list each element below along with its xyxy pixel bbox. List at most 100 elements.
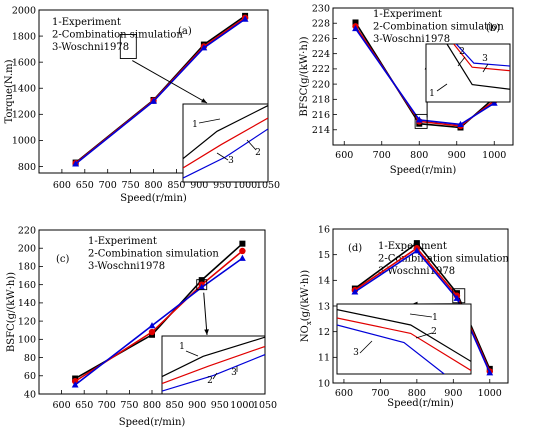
legend-entry-2: 2-Combination simulation xyxy=(378,254,509,265)
inset-leader-1 xyxy=(198,118,221,124)
y-axis-label: Torque(N.m) xyxy=(4,59,15,123)
inset-label-3: 3 xyxy=(353,348,359,358)
y-tick-label: 100 xyxy=(18,335,36,346)
inset-leader-3 xyxy=(359,340,373,354)
y-tick-label: 12 xyxy=(318,327,330,338)
inset-leader-2 xyxy=(212,372,218,380)
marker-triangle xyxy=(198,283,206,290)
inset-frame xyxy=(425,43,511,103)
series-line-2 xyxy=(74,250,243,382)
inset-series-line-2 xyxy=(183,117,268,169)
x-tick-label: 1000 xyxy=(478,388,502,399)
zoom-inset: 1 2 3 xyxy=(336,303,472,375)
inset-frame xyxy=(336,303,472,375)
x-tick-label: 950 xyxy=(211,400,229,411)
y-tick-label: 214 xyxy=(312,125,330,136)
y-tick-label: 226 xyxy=(312,34,330,45)
x-tick-label: 600 xyxy=(335,150,353,161)
y-tick-label: 220 xyxy=(312,79,330,90)
legend-entry-1: 1-Experiment xyxy=(88,236,157,247)
zoom-box xyxy=(452,288,466,304)
x-tick-label: 1050 xyxy=(253,400,277,411)
marker-triangle xyxy=(150,97,157,104)
y-tick-label: 14 xyxy=(318,276,330,287)
inset-leader-1 xyxy=(409,313,433,318)
x-tick-label: 900 xyxy=(444,388,462,399)
inset-leader-2 xyxy=(415,332,433,339)
inset-series-line-3 xyxy=(337,324,445,374)
y-tick-label: 1200 xyxy=(12,110,36,121)
inset-label-2: 2 xyxy=(459,47,465,57)
inset-series-line-2 xyxy=(162,345,265,385)
x-tick-label: 700 xyxy=(373,150,391,161)
y-axis-label: BFSC(g/(kW·h)) xyxy=(299,36,310,116)
x-axis-label: Speed(r/min) xyxy=(387,398,454,409)
inset-series-line-2 xyxy=(453,44,510,72)
marker-triangle xyxy=(200,44,208,51)
panel-label: (a) xyxy=(178,26,192,37)
legend-entry-3: 3-Woschni1978 xyxy=(88,261,165,272)
y-axis-label: BSFC(g/(kW·h)) xyxy=(6,272,17,352)
y-tick-label: 60 xyxy=(24,371,36,382)
y-tick-label: 2000 xyxy=(12,5,36,16)
marker-triangle xyxy=(351,288,359,295)
x-tick-label: 1000 xyxy=(482,150,506,161)
legend-entry-2: 2-Combination simulation xyxy=(88,249,219,260)
chart-panel-1: 600 650 700 750 800 850 900 950 1000105080010001… xyxy=(4,5,280,204)
inset-leader-2 xyxy=(457,56,466,67)
panel-label: (b) xyxy=(486,23,500,34)
x-tick-label: 900 xyxy=(188,400,206,411)
marker-triangle xyxy=(148,322,156,329)
x-axis-label: Speed(r/min) xyxy=(390,165,457,176)
inset-lines xyxy=(337,309,471,374)
legend-entry-1: 1-Experiment xyxy=(373,9,442,20)
zoom-box xyxy=(414,113,428,129)
inset-lines xyxy=(183,105,268,179)
legend-entry-2: 2-Combination simulation xyxy=(52,30,183,41)
inset-leader-3 xyxy=(216,152,229,161)
marker-triangle xyxy=(239,254,246,261)
inset-label-2: 2 xyxy=(207,376,213,386)
y-tick-label: 160 xyxy=(18,280,36,291)
y-tick-label: 80 xyxy=(24,353,36,364)
series-line-3 xyxy=(75,18,246,165)
legend-entry-3: 3-Woschni1978 xyxy=(373,34,450,45)
zoom-arrow-head xyxy=(201,98,207,103)
x-tick-label: 650 xyxy=(75,400,93,411)
y-tick-label: 15 xyxy=(318,250,330,261)
zoom-inset: 1 2 3 xyxy=(161,335,266,395)
marker-triangle xyxy=(453,294,461,301)
inset-frame xyxy=(182,103,269,183)
zoom-arrow xyxy=(203,292,208,336)
y-axis-label-main: NO xyxy=(300,325,311,342)
y-tick-label: 220 xyxy=(18,225,36,236)
marker-square xyxy=(413,240,420,247)
y-tick-label: 1000 xyxy=(12,136,36,147)
x-tick-label: 1000 xyxy=(233,180,257,191)
x-tick-label: 900 xyxy=(190,180,208,191)
series-line-3 xyxy=(354,28,495,126)
x-tick-label: 800 xyxy=(143,400,161,411)
marker-triangle xyxy=(486,369,494,376)
legend-entry-2: 2-Combination simulation xyxy=(373,22,504,33)
zoom-arrow-head xyxy=(204,329,209,335)
zoom-inset: 1 2 3 xyxy=(425,43,511,103)
marker-circle xyxy=(239,247,246,255)
marker-triangle xyxy=(457,120,464,128)
x-axis-label: Speed(r/min) xyxy=(119,417,186,428)
inset-series-line-1 xyxy=(162,336,265,378)
inset-leader-3 xyxy=(482,63,489,73)
x-tick-label: 600 xyxy=(335,388,353,399)
x-tick-label: 750 xyxy=(120,400,138,411)
zoom-box xyxy=(196,279,208,291)
inset-label-1: 1 xyxy=(192,120,198,130)
y-tick-label: 16 xyxy=(318,224,330,235)
y-tick-label: 10 xyxy=(318,378,330,389)
marker-triangle xyxy=(490,99,498,106)
marker-triangle xyxy=(72,160,80,167)
plot-frame xyxy=(332,7,514,146)
y-axis-label-subscript: x xyxy=(305,321,313,325)
y-tick-label: 1400 xyxy=(12,84,36,95)
y-axis-label-rest: (g/(kW·h)) xyxy=(300,270,311,321)
